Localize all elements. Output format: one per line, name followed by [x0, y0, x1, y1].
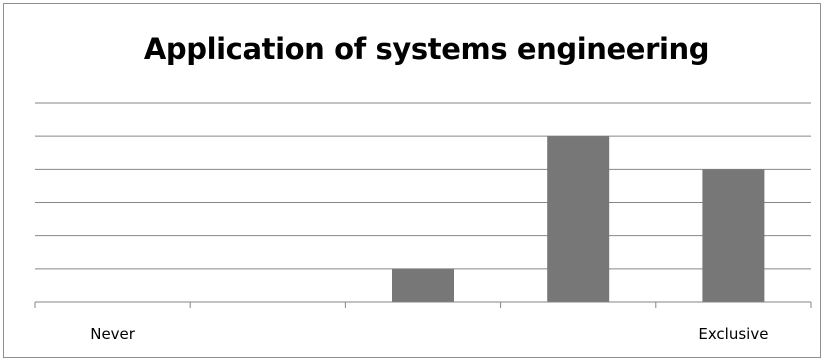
bars — [392, 136, 765, 302]
gridlines — [35, 102, 811, 270]
bar — [392, 268, 454, 302]
bar — [547, 136, 610, 302]
x-tick-labels: Never Exclusive — [90, 325, 768, 343]
x-tick-label: Never — [90, 325, 136, 343]
chart-title: Application of systems engineering — [143, 32, 710, 66]
x-tick-label: Exclusive — [698, 325, 768, 343]
bar — [702, 169, 765, 302]
x-axis — [34, 301, 812, 308]
